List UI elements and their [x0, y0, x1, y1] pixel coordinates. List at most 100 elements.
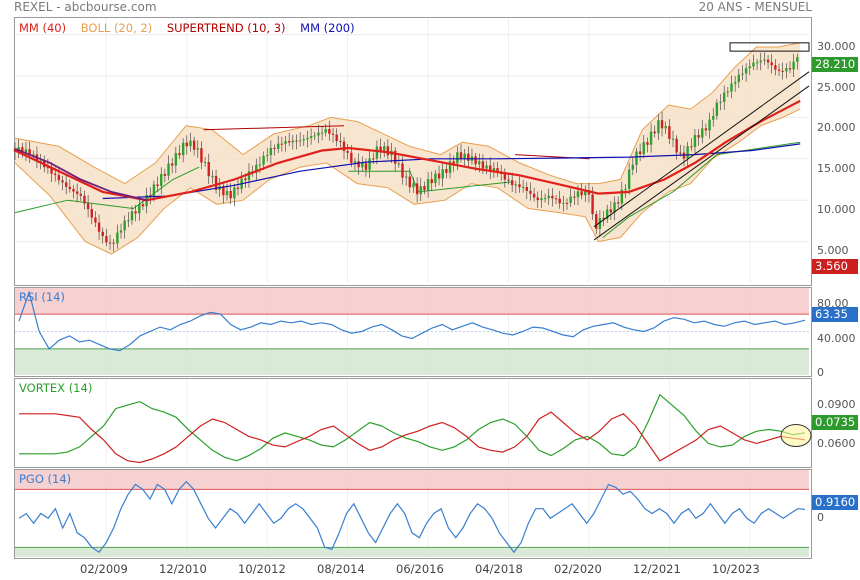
candle-body	[584, 190, 587, 196]
candle-body	[68, 186, 72, 189]
candle-body	[737, 74, 741, 83]
candle-body	[258, 164, 262, 166]
candle-body	[744, 68, 748, 74]
candle-body	[415, 183, 419, 195]
candle-body	[379, 146, 382, 151]
candle-body	[28, 149, 31, 156]
candle-body	[397, 163, 401, 165]
pgo-line	[18, 480, 806, 554]
candle-body	[686, 146, 689, 159]
vortex-minus-line	[19, 411, 806, 464]
candle-body	[214, 175, 218, 190]
mm200-line	[102, 143, 801, 200]
candle-body	[635, 151, 638, 165]
x-tick-label: 12/2021	[633, 562, 681, 576]
price-tick-label: 25.000	[817, 81, 856, 94]
candle-body	[722, 92, 726, 102]
candle-body	[620, 189, 624, 204]
candle-body	[200, 148, 203, 163]
candle-body	[335, 134, 338, 142]
candle-body	[701, 128, 704, 138]
vortex-plus-line	[19, 393, 806, 462]
candle-body	[339, 141, 342, 143]
rsi-tick-label: 0	[817, 366, 824, 379]
last-price-tag: 28.210	[812, 57, 858, 72]
rsi-overbought-band	[15, 288, 809, 315]
candle-body	[638, 151, 642, 155]
vortex-tick-label: 0.0600	[817, 437, 856, 450]
candle-body	[46, 167, 50, 169]
supertrend-line	[203, 125, 345, 131]
candle-body	[478, 161, 481, 165]
candle-body	[598, 217, 602, 229]
rsi-tick-label: 40.000	[817, 332, 856, 345]
rsi-line	[18, 290, 806, 352]
candle-body	[675, 138, 678, 153]
candle-body	[657, 120, 660, 134]
candle-body	[456, 152, 459, 164]
candle-body	[679, 152, 682, 154]
candle-body	[715, 102, 719, 116]
candle-body	[704, 128, 708, 131]
candle-body	[401, 163, 404, 178]
candle-body	[646, 142, 649, 145]
candle-body	[284, 140, 287, 144]
candle-body	[163, 173, 167, 176]
legend-boll: BOLL (20, 2)	[80, 21, 153, 35]
candle-body	[50, 167, 53, 174]
candle-body	[160, 173, 163, 186]
candle-body	[386, 146, 390, 156]
vortex-value-tag: 0.0735	[812, 415, 858, 430]
candle-body	[616, 202, 620, 204]
candle-body	[649, 131, 653, 145]
candle-body	[317, 132, 320, 136]
candle-body	[64, 182, 68, 187]
candle-body	[591, 194, 594, 215]
candle-body	[755, 62, 759, 64]
candle-body	[97, 222, 101, 232]
candle-body	[576, 191, 580, 198]
candle-body	[119, 230, 123, 233]
candle-body	[324, 129, 327, 133]
candle-body	[573, 196, 576, 198]
candle-body	[496, 168, 499, 174]
candle-body	[752, 62, 755, 67]
x-tick-label: 08/2014	[317, 562, 365, 576]
pgo-upper-band	[15, 470, 809, 490]
candle-body	[328, 129, 331, 134]
candle-body	[467, 153, 470, 161]
period-label[interactable]: 20 ANS - MENSUEL	[698, 0, 812, 14]
mm-early-line	[14, 147, 147, 202]
candle-body	[602, 217, 605, 220]
candle-body	[280, 143, 284, 145]
candle-body	[459, 152, 463, 159]
legend-mm200: MM (200)	[300, 21, 355, 35]
x-tick-label: 06/2016	[396, 562, 444, 576]
x-tick-label: 10/2023	[712, 562, 760, 576]
app-title: REXEL - abcbourse.com	[14, 0, 157, 14]
candle-body	[75, 191, 79, 194]
candle-body	[423, 186, 426, 191]
candle-body	[222, 186, 225, 196]
x-tick-label: 10/2012	[238, 562, 286, 576]
candle-body	[777, 69, 781, 71]
candle-body	[452, 161, 455, 164]
candle-body	[149, 195, 152, 197]
candle-body	[277, 143, 280, 149]
candle-body	[32, 154, 35, 156]
candle-body	[174, 153, 178, 166]
candle-body	[569, 196, 572, 203]
candle-body	[368, 158, 371, 170]
supertrend-line	[14, 166, 200, 214]
candle-body	[170, 163, 174, 166]
candle-body	[521, 186, 525, 188]
candle-body	[730, 83, 733, 92]
candle-body	[525, 186, 528, 191]
mm40-line	[14, 99, 801, 202]
candle-body	[642, 142, 645, 155]
candle-body	[57, 175, 61, 181]
trendline-lower	[593, 85, 810, 241]
candle-body	[766, 59, 770, 63]
candle-body	[507, 179, 510, 181]
